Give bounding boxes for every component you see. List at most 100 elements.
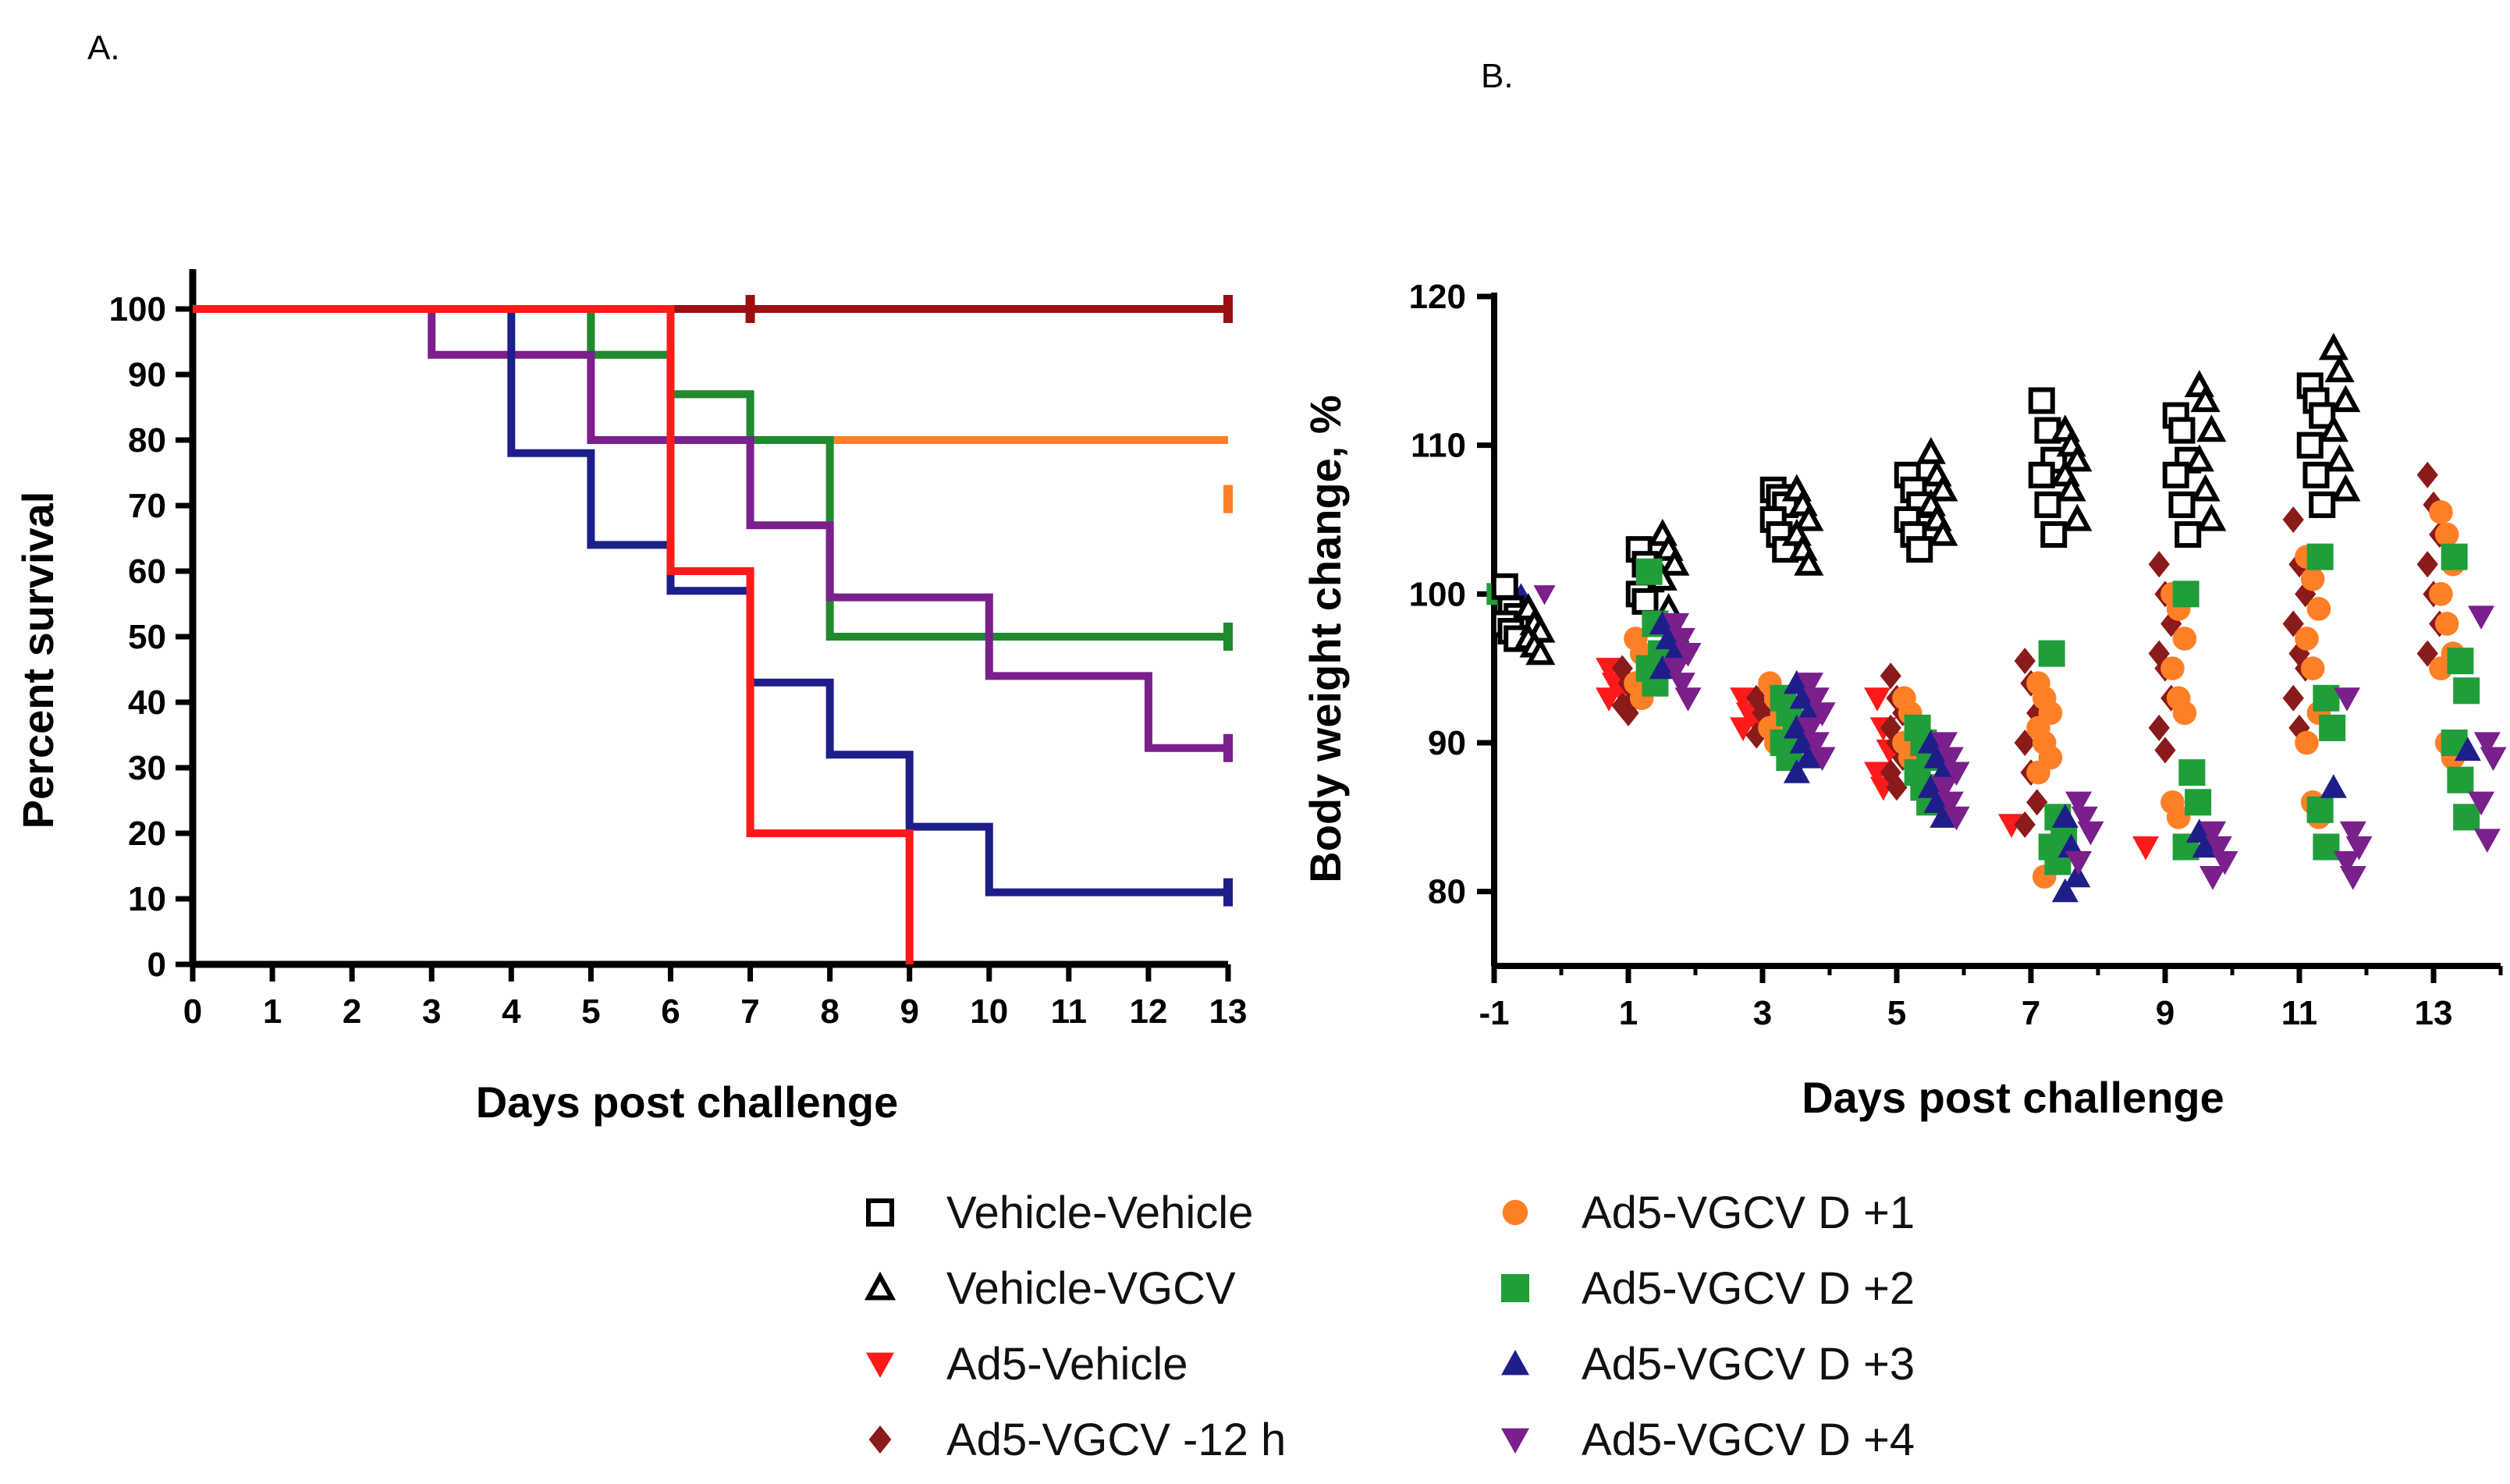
point-vehicle-vgcv [2056, 474, 2086, 502]
point-vehicle-vehicle [2302, 461, 2330, 488]
survival-x-tick-label: 6 [661, 992, 680, 1031]
point-ad5-vgcv-d-4 [1802, 687, 1830, 712]
weight-y-tick-label: 110 [1411, 427, 1466, 465]
point-vehicle-vehicle [1491, 573, 1518, 600]
survival-x-tick-label: 10 [970, 992, 1008, 1031]
point-ad5-vgcv-d-4 [2339, 821, 2366, 846]
panel-b-label: B. [1481, 57, 1514, 95]
point-ad5-vgcv-d-4 [2065, 850, 2093, 875]
point-ad5-vgcv-12-h [2282, 684, 2304, 712]
point-vehicle-vehicle [1906, 536, 1933, 563]
point-ad5-vgcv-d-3 [1930, 804, 1957, 828]
point-ad5-vgcv-d-2 [2038, 640, 2065, 667]
point-vehicle-vehicle [2034, 491, 2061, 518]
point-vehicle-vgcv [2196, 414, 2227, 442]
point-vehicle-vgcv [1794, 503, 1824, 531]
survival-line-ad5-vgcv-d-4 [193, 305, 1228, 752]
point-ad5-vgcv-12-h [1880, 662, 1901, 690]
point-ad5-vgcv-d-4 [1937, 747, 1964, 772]
point-vehicle-vgcv [2331, 474, 2361, 502]
point-ad5-vgcv-d-2 [2447, 766, 2474, 793]
point-ad5-vgcv-12-h [2416, 551, 2438, 578]
point-ad5-vgcv-d-3 [2320, 774, 2347, 798]
point-vehicle-vgcv [2318, 414, 2348, 442]
point-vehicle-vgcv [2190, 385, 2221, 413]
point-vehicle-vehicle [2040, 521, 2068, 549]
point-ad5-vehicle [2132, 836, 2160, 861]
point-ad5-vgcv-d-2 [2178, 759, 2206, 786]
legend-marker-ad5-vgcv-d-2 [1501, 1274, 1529, 1302]
point-ad5-vgcv-12-h [2148, 714, 2170, 741]
survival-x-tick-label: 9 [900, 992, 918, 1031]
survival-y-tick-label: 80 [128, 421, 166, 460]
point-ad5-vehicle [1864, 687, 1891, 712]
point-ad5-vgcv-d-4 [2211, 850, 2238, 875]
survival-x-tick-label: 4 [502, 992, 521, 1031]
point-ad5-vehicle [1730, 717, 1757, 741]
survival-x-tick-label: 7 [740, 992, 759, 1031]
survival-y-tick-label: 40 [128, 683, 166, 722]
point-ad5-vgcv-d-4 [2334, 850, 2361, 875]
survival-y-tick-label: 10 [128, 880, 166, 918]
survival-x-tick-label: 5 [581, 992, 600, 1031]
point-ad5-vgcv-d-4 [2339, 866, 2366, 890]
point-ad5-vgcv-12-h [1886, 774, 1908, 801]
survival-y-tick-label: 50 [128, 618, 166, 656]
point-vehicle-vgcv [1928, 474, 1958, 502]
point-ad5-vgcv-d-2 [2185, 789, 2212, 816]
survival-y-tick-label: 70 [128, 487, 166, 525]
survival-x-axis-title: Days post challenge [476, 1077, 899, 1127]
point-ad5-vgcv-d-1 [2300, 566, 2325, 591]
legend-marker-vehicle-vehicle [866, 1198, 894, 1227]
legend-label-vehicle-vgcv: Vehicle-VGCV [946, 1263, 1236, 1314]
weight-x-tick-label: 11 [2281, 994, 2318, 1032]
survival-line-ad5-vgcv-d-1 [193, 305, 1228, 444]
point-ad5-vgcv-12-h [2014, 648, 2036, 675]
baseline-point [1533, 585, 1556, 605]
point-ad5-vgcv-d-2 [2447, 648, 2474, 675]
point-ad5-vgcv-d-1 [2300, 656, 2325, 680]
point-ad5-vgcv-d-2 [2306, 796, 2334, 823]
legend-marker-ad5-vehicle [866, 1352, 894, 1378]
point-ad5-vgcv-d-4 [2468, 605, 2495, 630]
point-ad5-vgcv-12-h [2154, 737, 2176, 764]
point-ad5-vgcv-d-1 [2429, 582, 2453, 606]
point-ad5-vgcv-d-4 [1668, 627, 1695, 652]
survival-y-tick-label: 20 [128, 815, 166, 853]
point-ad5-vgcv-d-3 [2064, 863, 2091, 888]
point-ad5-vgcv-d-2 [2306, 543, 2334, 570]
point-ad5-vgcv-d-4 [2334, 687, 2361, 712]
point-ad5-vgcv-12-h [2416, 461, 2438, 488]
weight-x-tick-label: 13 [2415, 994, 2453, 1032]
weight-y-tick-label: 120 [1409, 278, 1466, 316]
point-ad5-vgcv-d-1 [2429, 500, 2453, 524]
point-ad5-vgcv-d-1 [2172, 701, 2197, 726]
point-vehicle-vgcv [1660, 548, 1690, 576]
point-vehicle-vehicle [1631, 588, 1659, 615]
point-vehicle-vgcv [2196, 503, 2227, 531]
point-ad5-vgcv-d-4 [2071, 806, 2098, 831]
point-ad5-vgcv-d-2 [1635, 558, 1663, 585]
point-ad5-vgcv-d-1 [2295, 730, 2319, 755]
point-ad5-vgcv-d-1 [2172, 627, 2197, 651]
weight-y-tick-label: 90 [1428, 724, 1466, 762]
survival-x-tick-label: 0 [183, 992, 202, 1031]
point-vehicle-vehicle [2309, 402, 2336, 429]
legend-label-vehicle-vehicle: Vehicle-Vehicle [946, 1188, 1253, 1238]
survival-x-tick-label: 3 [422, 992, 441, 1031]
point-vehicle-vgcv [2331, 385, 2361, 413]
point-vehicle-vgcv [2324, 444, 2355, 472]
point-ad5-vgcv-d-4 [2468, 791, 2495, 816]
point-ad5-vgcv-d-2 [2453, 677, 2480, 705]
legend: Vehicle-Vehicle Vehicle-VGCV Ad5-Vehicle Ad… [864, 1188, 1915, 1465]
legend-marker-ad5-vgcv-d-1 [1502, 1199, 1528, 1226]
point-vehicle-vgcv [1525, 637, 1556, 666]
point-ad5-vgcv-d-4 [1674, 687, 1702, 712]
legend-label-ad5-vgcv-d-3: Ad5-VGCV D +3 [1582, 1339, 1915, 1390]
point-ad5-vgcv-d-4 [2473, 829, 2501, 853]
survival-line-ad5-vehicle [193, 305, 914, 964]
weight-x-tick-label: 5 [1887, 994, 1906, 1032]
point-ad5-vgcv-d-4 [1809, 747, 1836, 772]
